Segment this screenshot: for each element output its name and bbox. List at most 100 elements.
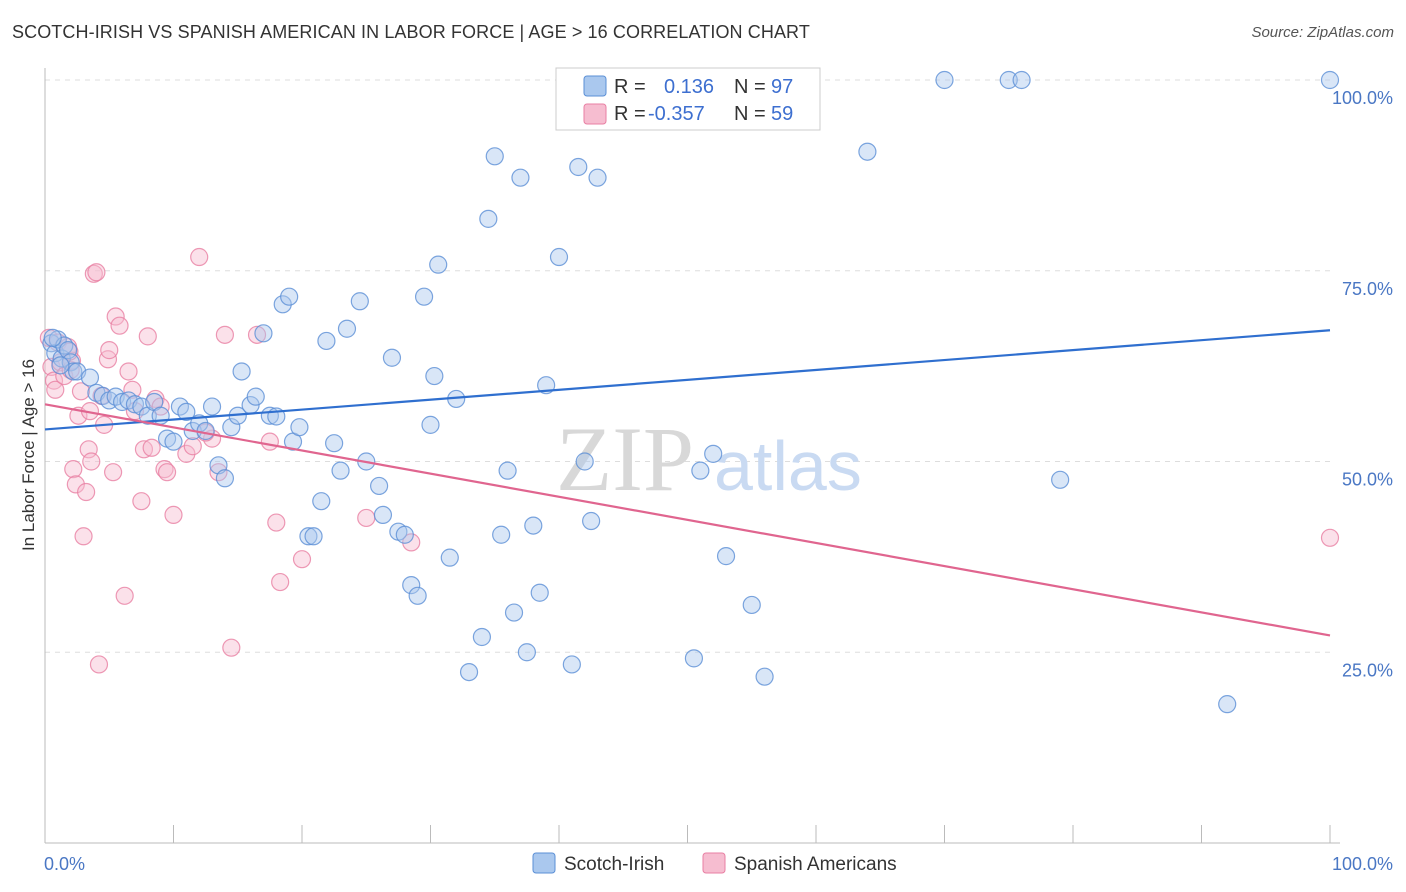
point-spanish-americans [44, 371, 64, 390]
bottom-legend-scotch-irish: Scotch-Irish [564, 854, 664, 875]
point-spanish-americans [74, 527, 93, 546]
point-scotch-irish [1012, 70, 1031, 90]
bottom-legend-swatch-pink [702, 852, 726, 874]
point-scotch-irish [1218, 695, 1237, 714]
point-spanish-americans [119, 362, 138, 381]
point-scotch-irish [337, 319, 357, 338]
point-spanish-americans [106, 307, 125, 326]
point-scotch-irish [215, 469, 234, 488]
point-scotch-irish [530, 583, 549, 602]
point-scotch-irish [425, 366, 444, 386]
point-scotch-irish [999, 70, 1018, 90]
point-scotch-irish [691, 461, 710, 480]
point-scotch-irish [317, 331, 336, 351]
point-scotch-irish [716, 547, 736, 566]
point-spanish-americans [82, 452, 101, 471]
point-scotch-irish [511, 168, 530, 187]
point-scotch-irish [402, 576, 421, 595]
point-spanish-americans [66, 475, 85, 494]
point-scotch-irish [370, 476, 389, 496]
point-spanish-americans [123, 380, 142, 399]
point-spanish-americans [115, 586, 134, 605]
point-spanish-americans [46, 380, 65, 399]
point-scotch-irish [517, 643, 536, 662]
point-spanish-americans [177, 444, 196, 463]
point-scotch-irish [485, 147, 504, 166]
trend-line-scotch-irish [44, 329, 1331, 431]
point-spanish-americans [64, 460, 83, 479]
point-spanish-americans [87, 263, 106, 282]
point-spanish-americans [164, 505, 183, 525]
point-scotch-irish [395, 525, 414, 544]
trend-line-spanish-americans [44, 403, 1331, 637]
x-tick-label: 0.0% [44, 854, 85, 874]
point-spanish-americans [215, 325, 234, 344]
watermark-atlas: atlas [714, 427, 862, 505]
point-scotch-irish [704, 444, 723, 463]
point-scotch-irish [498, 461, 517, 480]
point-spanish-americans [100, 341, 119, 360]
point-spanish-americans [138, 327, 157, 346]
point-spanish-americans [155, 460, 174, 479]
point-scotch-irish [202, 397, 222, 416]
y-tick-labels: 25.0% 50.0% 75.0% 100.0% [1332, 88, 1393, 680]
point-spanish-americans [77, 482, 96, 502]
point-scotch-irish [232, 362, 251, 381]
point-spanish-americans [222, 638, 241, 657]
point-spanish-americans [190, 247, 209, 267]
point-scotch-irish [755, 667, 774, 686]
point-scotch-irish [80, 368, 100, 387]
y-tick-label: 75.0% [1342, 279, 1393, 299]
point-scotch-irish [312, 492, 331, 511]
x-tick-label: 100.0% [1332, 854, 1393, 874]
point-spanish-americans [157, 463, 177, 482]
point-spanish-americans [71, 382, 91, 401]
point-scotch-irish [414, 287, 434, 306]
point-scotch-irish [350, 292, 369, 311]
point-scotch-irish [373, 505, 393, 525]
point-scotch-irish [569, 157, 588, 177]
point-spanish-americans [247, 325, 267, 344]
legend-n-label: N = [734, 76, 766, 98]
point-scotch-irish [331, 461, 350, 480]
legend-r-value: 0.136 [664, 76, 714, 98]
legend-box: R = 0.136 N = 97 R = -0.357 N = 59 [555, 67, 821, 131]
chart-title: SCOTCH-IRISH VS SPANISH AMERICAN IN LABO… [12, 22, 810, 42]
point-scotch-irish [196, 421, 215, 441]
legend-r-label: R = [614, 76, 646, 98]
point-scotch-irish [280, 287, 299, 306]
point-scotch-irish [1320, 70, 1340, 90]
point-spanish-americans [271, 572, 290, 592]
point-spanish-americans [89, 655, 109, 674]
legend-n-label: N = [734, 103, 766, 125]
point-scotch-irish [408, 586, 427, 605]
point-scotch-irish [51, 356, 70, 375]
watermark-zip: ZIP [556, 408, 694, 510]
legend-swatch-blue [583, 75, 607, 97]
point-scotch-irish [492, 525, 511, 544]
point-spanish-americans [183, 437, 202, 456]
series-scotch-irish [42, 70, 1340, 714]
point-spanish-americans [260, 432, 279, 451]
point-scotch-irish [440, 548, 459, 567]
point-spanish-americans [357, 508, 376, 528]
point-scotch-irish [479, 209, 498, 228]
point-spanish-americans [134, 440, 154, 459]
point-spanish-americans [1320, 528, 1340, 547]
point-scotch-irish [562, 655, 581, 674]
point-scotch-irish [43, 328, 62, 347]
point-scotch-irish [290, 418, 309, 437]
point-scotch-irish [524, 516, 543, 535]
legend-r-value: -0.357 [648, 103, 705, 125]
bottom-legend-spanish-americans: Spanish Americans [734, 854, 897, 875]
point-spanish-americans [110, 316, 129, 335]
point-scotch-irish [582, 511, 601, 531]
source-credit: Source: ZipAtlas.com [1251, 24, 1394, 41]
point-spanish-americans [98, 350, 118, 369]
point-spanish-americans [132, 492, 151, 511]
point-scotch-irish [254, 324, 273, 343]
bottom-legend: Scotch-Irish Spanish Americans [532, 852, 897, 875]
y-tick-label: 50.0% [1342, 470, 1393, 490]
point-scotch-irish [222, 418, 241, 437]
trend-lines [44, 329, 1331, 637]
